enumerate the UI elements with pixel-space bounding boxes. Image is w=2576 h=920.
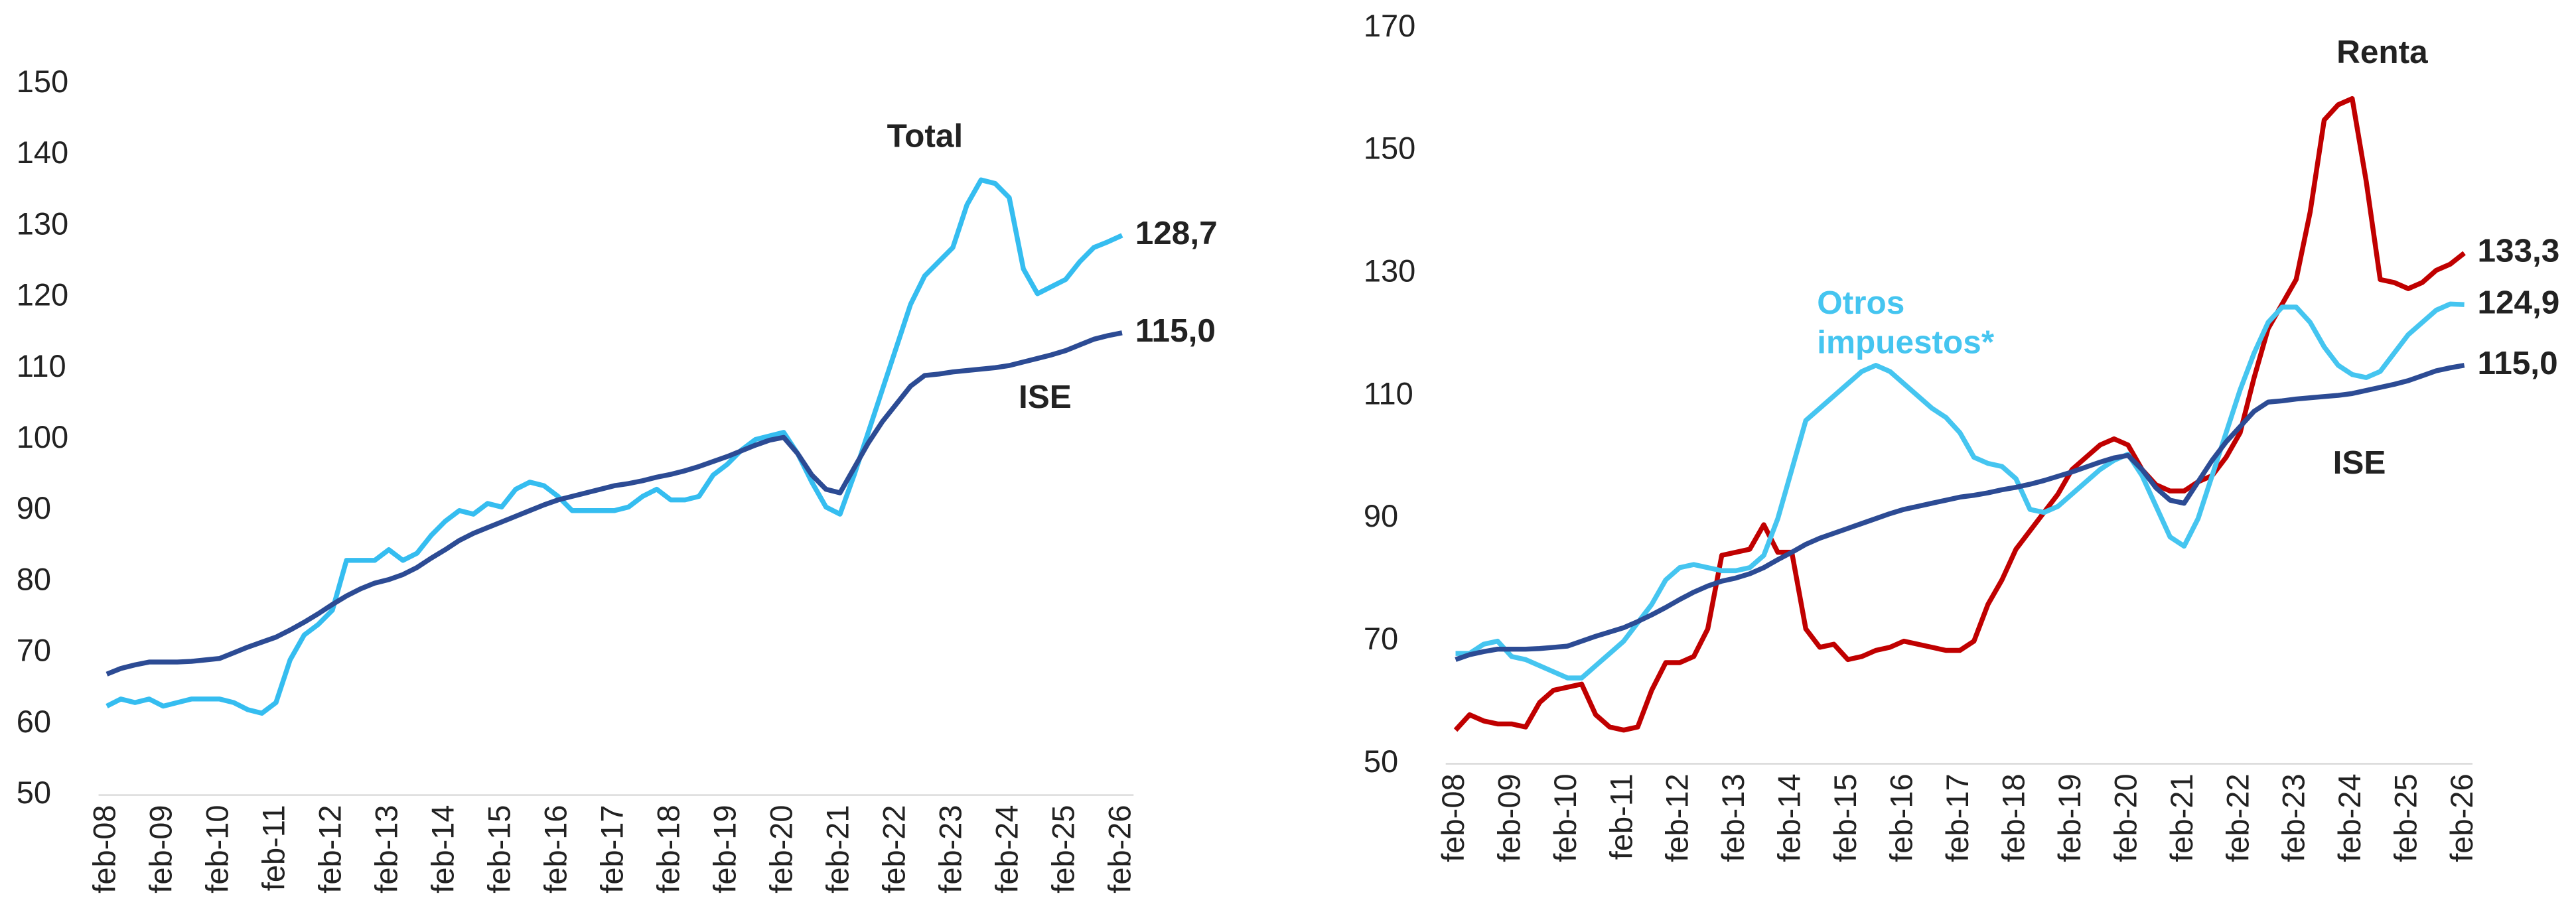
x-tick-label: feb-18	[1995, 773, 2031, 862]
x-tick-label: feb-23	[2276, 773, 2311, 862]
x-tick-label: feb-12	[1660, 773, 1695, 862]
y-tick-label: 120	[17, 277, 68, 312]
x-tick-label: feb-14	[425, 805, 460, 893]
x-tick-label: feb-22	[2220, 773, 2255, 862]
x-tick-label: feb-11	[1603, 773, 1638, 860]
x-tick-label: feb-26	[1102, 805, 1137, 893]
value-label: 133,3	[2477, 233, 2559, 269]
y-tick-label: 150	[17, 64, 68, 99]
series-name-box: Otros impuestos*	[1817, 286, 1995, 361]
value-label: 115,0	[2477, 345, 2557, 381]
x-tick-label: feb-09	[1491, 773, 1526, 862]
x-tick-label: feb-16	[1884, 773, 1919, 862]
x-tick-label: feb-13	[368, 805, 403, 893]
y-tick-label: 140	[17, 135, 68, 170]
value-label: 115,0	[1135, 312, 1216, 349]
x-tick-label: feb-20	[763, 805, 798, 893]
series-line	[1453, 96, 2466, 733]
x-tick-label: feb-14	[1772, 773, 1807, 862]
x-tick-label: feb-16	[537, 805, 573, 893]
y-tick-label: 50	[1364, 744, 1398, 779]
series-line	[106, 177, 1123, 716]
y-tick-label: 170	[1364, 8, 1415, 43]
x-tick-label: feb-24	[989, 805, 1024, 893]
series-line	[1455, 363, 2465, 662]
y-tick-label: 130	[1364, 253, 1415, 289]
x-tick-label: feb-21	[2164, 773, 2199, 862]
x-tick-label: feb-20	[2108, 773, 2143, 862]
x-tick-label: feb-19	[2052, 773, 2087, 862]
x-tick-label: feb-22	[876, 805, 911, 893]
series-name: Total	[887, 117, 964, 154]
y-tick-label: 80	[17, 561, 51, 596]
x-tick-label: feb-21	[820, 805, 855, 893]
x-tick-label: feb-13	[1715, 773, 1751, 862]
y-tick-label: 110	[1364, 375, 1413, 411]
x-tick-label: feb-10	[199, 805, 234, 893]
y-tick-label: 90	[1364, 498, 1398, 533]
x-tick-label: feb-26	[2444, 773, 2479, 862]
x-tick-label: feb-08	[86, 805, 121, 893]
series-line	[106, 330, 1123, 677]
x-tick-label: feb-18	[650, 805, 685, 893]
x-tick-label: feb-17	[1940, 773, 1975, 862]
x-tick-label: feb-08	[1435, 773, 1470, 862]
x-tick-label: feb-23	[932, 805, 967, 893]
value-label: 124,9	[2477, 284, 2559, 320]
series-name: ISE	[2333, 444, 2386, 481]
series-name: Renta	[2336, 34, 2428, 70]
x-tick-label: feb-25	[1045, 805, 1080, 893]
y-tick-label: 60	[17, 704, 51, 739]
y-tick-label: 150	[1364, 131, 1415, 166]
x-tick-label: feb-15	[481, 805, 516, 893]
x-tick-label: feb-15	[1827, 773, 1863, 862]
y-tick-label: 110	[17, 348, 66, 383]
series-line	[1455, 301, 2465, 681]
series-name: Otros impuestos*	[1817, 286, 1995, 361]
x-tick-label: feb-25	[2388, 773, 2423, 862]
value-label: 128,7	[1135, 215, 1218, 251]
x-tick-label: feb-19	[707, 805, 742, 893]
x-tick-label: feb-09	[143, 805, 178, 893]
x-tick-label: feb-10	[1547, 773, 1583, 862]
x-tick-label: feb-12	[312, 805, 347, 893]
x-tick-label: feb-11	[255, 805, 291, 891]
y-tick-label: 130	[17, 206, 68, 241]
x-tick-label: feb-24	[2332, 773, 2367, 862]
y-tick-label: 70	[1364, 621, 1398, 656]
y-tick-label: 70	[17, 633, 51, 668]
y-tick-label: 90	[17, 490, 51, 525]
x-tick-label: feb-17	[594, 805, 629, 893]
y-tick-label: 50	[17, 775, 51, 810]
series-name: ISE	[1019, 379, 1072, 415]
y-tick-label: 100	[17, 419, 68, 454]
